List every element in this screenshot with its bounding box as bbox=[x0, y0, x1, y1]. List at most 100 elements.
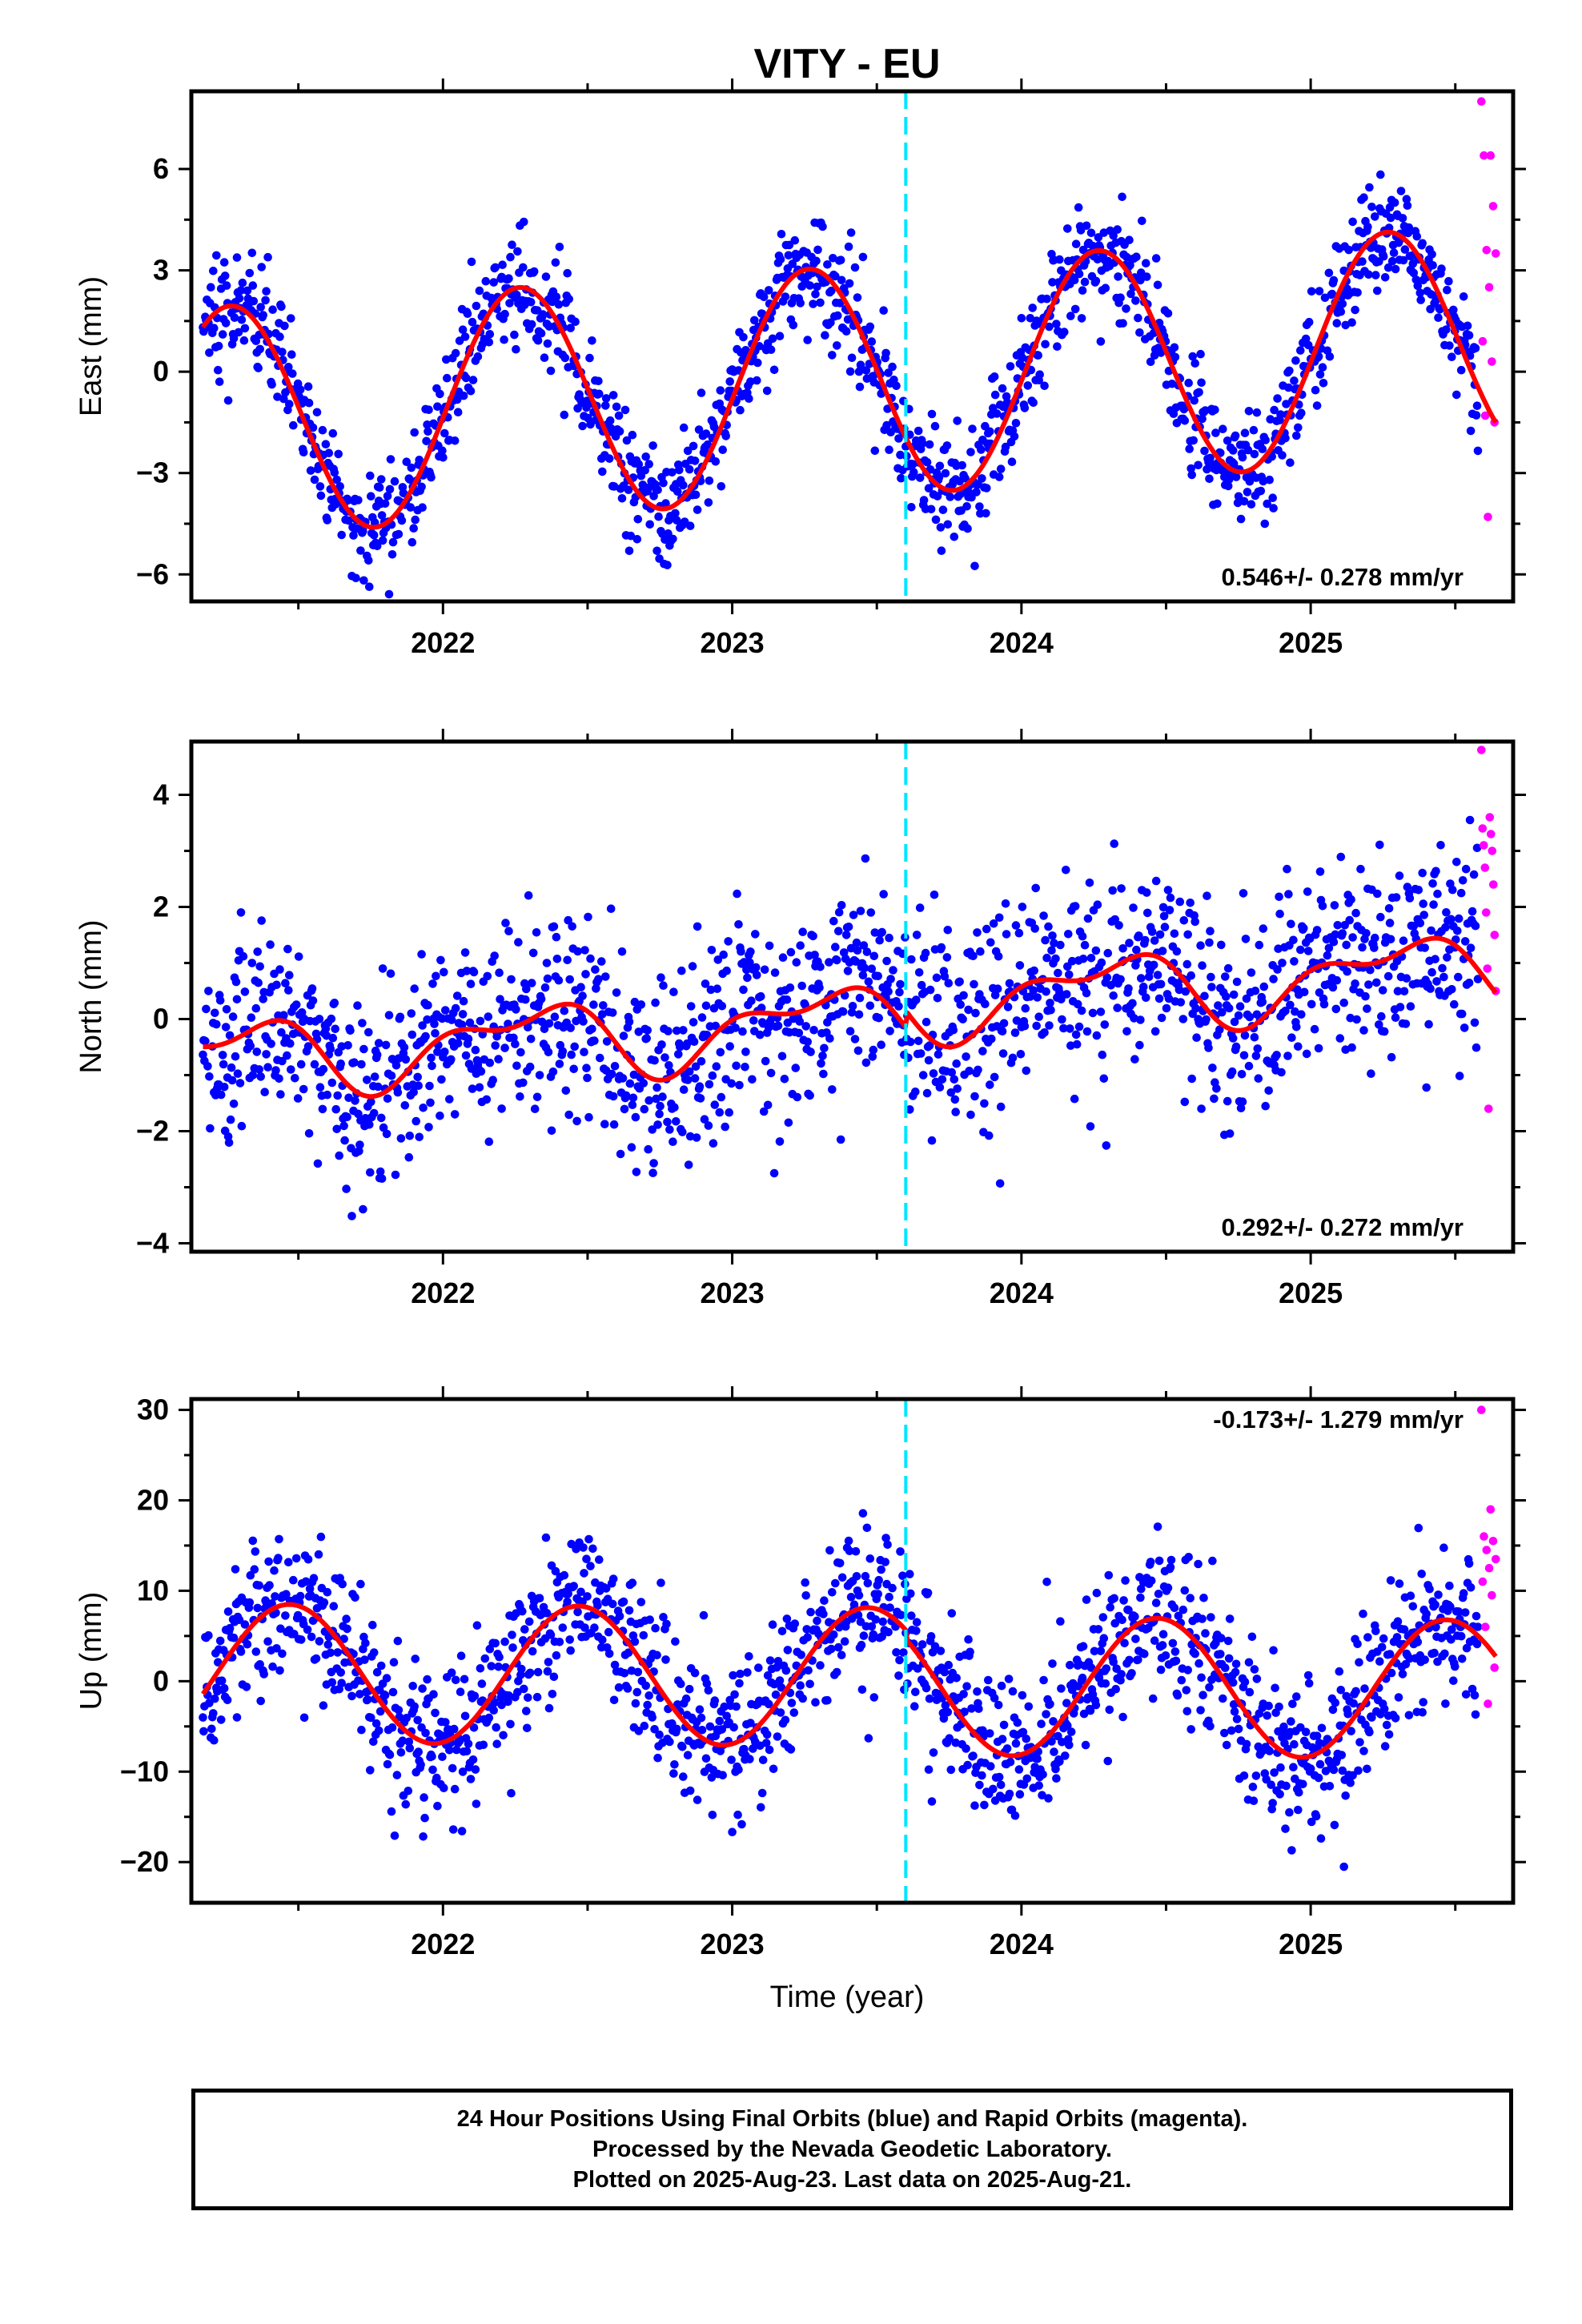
final-orbit-point bbox=[1062, 1699, 1071, 1707]
final-orbit-point bbox=[655, 1109, 664, 1119]
final-orbit-point bbox=[376, 475, 386, 484]
final-orbit-point bbox=[360, 1655, 369, 1664]
final-orbit-point bbox=[1286, 1000, 1295, 1010]
final-orbit-point bbox=[1170, 929, 1179, 939]
final-orbit-point bbox=[421, 1728, 430, 1738]
final-orbit-point bbox=[1172, 947, 1182, 956]
final-orbit-point bbox=[1278, 959, 1287, 967]
final-orbit-point bbox=[1359, 193, 1368, 202]
y-tick-label: −20 bbox=[120, 1845, 169, 1878]
final-orbit-point bbox=[1039, 1675, 1048, 1685]
final-orbit-point bbox=[923, 1588, 933, 1598]
final-orbit-point bbox=[863, 1578, 873, 1588]
final-orbit-point bbox=[736, 1669, 745, 1679]
final-orbit-point bbox=[1231, 431, 1240, 440]
final-orbit-point bbox=[998, 1027, 1007, 1036]
final-orbit-point bbox=[1251, 1771, 1261, 1780]
final-orbit-point bbox=[387, 1807, 396, 1816]
final-orbit-point bbox=[1396, 187, 1406, 195]
final-orbit-point bbox=[1272, 1051, 1281, 1059]
final-orbit-point bbox=[1125, 1655, 1134, 1665]
final-orbit-point bbox=[552, 955, 562, 963]
final-orbit-point bbox=[396, 1134, 406, 1143]
final-orbit-point bbox=[816, 963, 825, 971]
final-orbit-point bbox=[717, 482, 726, 491]
final-orbit-point bbox=[1231, 1659, 1241, 1669]
final-orbit-point bbox=[532, 1092, 542, 1102]
final-orbit-point bbox=[1332, 319, 1342, 328]
final-orbit-point bbox=[628, 1100, 637, 1109]
final-orbit-point bbox=[287, 314, 295, 323]
final-orbit-point bbox=[209, 267, 218, 275]
final-orbit-point bbox=[685, 1786, 695, 1795]
final-orbit-point bbox=[552, 932, 561, 942]
final-orbit-point bbox=[869, 951, 879, 961]
final-orbit-point bbox=[1355, 1738, 1364, 1747]
final-orbit-point bbox=[868, 1052, 877, 1061]
velocity-label-east: 0.546+/- 0.278 mm/yr bbox=[1222, 563, 1464, 591]
final-orbit-point bbox=[314, 1550, 323, 1559]
final-orbit-point bbox=[512, 344, 520, 354]
final-orbit-point bbox=[1245, 1012, 1255, 1022]
final-orbit-point bbox=[335, 482, 345, 491]
final-orbit-point bbox=[1158, 1641, 1167, 1650]
final-orbit-point bbox=[625, 1079, 635, 1088]
final-orbit-point bbox=[715, 1716, 725, 1726]
final-orbit-point bbox=[405, 1743, 415, 1753]
final-orbit-point bbox=[996, 1102, 1006, 1112]
final-orbit-point bbox=[1337, 1751, 1347, 1759]
final-orbit-point bbox=[573, 1607, 582, 1617]
final-orbit-point bbox=[368, 1620, 377, 1630]
final-orbit-point bbox=[677, 966, 686, 975]
final-orbit-point bbox=[683, 1751, 693, 1759]
x-tick-label: 2022 bbox=[411, 1928, 475, 1960]
final-orbit-point bbox=[450, 1784, 460, 1794]
rapid-orbit-point bbox=[1482, 1546, 1492, 1554]
final-orbit-point bbox=[517, 1664, 526, 1674]
final-orbit-point bbox=[1190, 396, 1199, 405]
final-orbit-point bbox=[1221, 972, 1230, 981]
final-orbit-point bbox=[1258, 997, 1267, 1007]
final-orbit-point bbox=[228, 1012, 238, 1021]
final-orbit-point bbox=[1099, 1634, 1109, 1642]
final-orbit-point bbox=[524, 891, 533, 900]
final-orbit-point bbox=[1083, 914, 1093, 923]
final-orbit-point bbox=[691, 1062, 701, 1072]
final-orbit-point bbox=[1178, 1015, 1188, 1023]
final-orbit-point bbox=[221, 319, 231, 328]
final-orbit-point bbox=[844, 1536, 853, 1546]
final-orbit-point bbox=[749, 1744, 757, 1753]
final-orbit-point bbox=[1339, 1862, 1348, 1872]
final-orbit-point bbox=[1312, 926, 1322, 935]
final-orbit-point bbox=[649, 492, 658, 501]
final-orbit-point bbox=[797, 1651, 805, 1659]
final-orbit-point bbox=[894, 434, 903, 443]
final-orbit-point bbox=[1264, 1701, 1273, 1711]
final-orbit-point bbox=[319, 1064, 328, 1074]
final-orbit-point bbox=[865, 322, 875, 332]
final-orbit-point bbox=[259, 995, 268, 1003]
final-orbit-point bbox=[1306, 1764, 1315, 1773]
final-orbit-point bbox=[253, 1603, 263, 1613]
final-orbit-point bbox=[1207, 1613, 1215, 1622]
final-orbit-point bbox=[609, 1695, 619, 1705]
caption-line-2: Processed by the Nevada Geodetic Laborat… bbox=[592, 2137, 1112, 2162]
final-orbit-point bbox=[257, 916, 267, 925]
final-orbit-point bbox=[262, 1050, 271, 1059]
final-orbit-point bbox=[886, 428, 895, 436]
final-orbit-point bbox=[1191, 1649, 1199, 1659]
final-orbit-point bbox=[457, 1020, 467, 1029]
final-orbit-point bbox=[357, 1059, 366, 1069]
final-orbit-point bbox=[1379, 1027, 1389, 1036]
final-orbit-point bbox=[1303, 947, 1313, 955]
final-orbit-point bbox=[1335, 1034, 1345, 1043]
final-orbit-point bbox=[1465, 815, 1475, 825]
final-orbit-point bbox=[845, 279, 854, 288]
final-orbit-point bbox=[1453, 927, 1462, 935]
final-orbit-point bbox=[328, 428, 338, 438]
final-orbit-point bbox=[735, 1080, 744, 1090]
final-orbit-point bbox=[1409, 268, 1419, 278]
final-orbit-point bbox=[331, 1024, 340, 1034]
final-orbit-point bbox=[834, 927, 843, 935]
